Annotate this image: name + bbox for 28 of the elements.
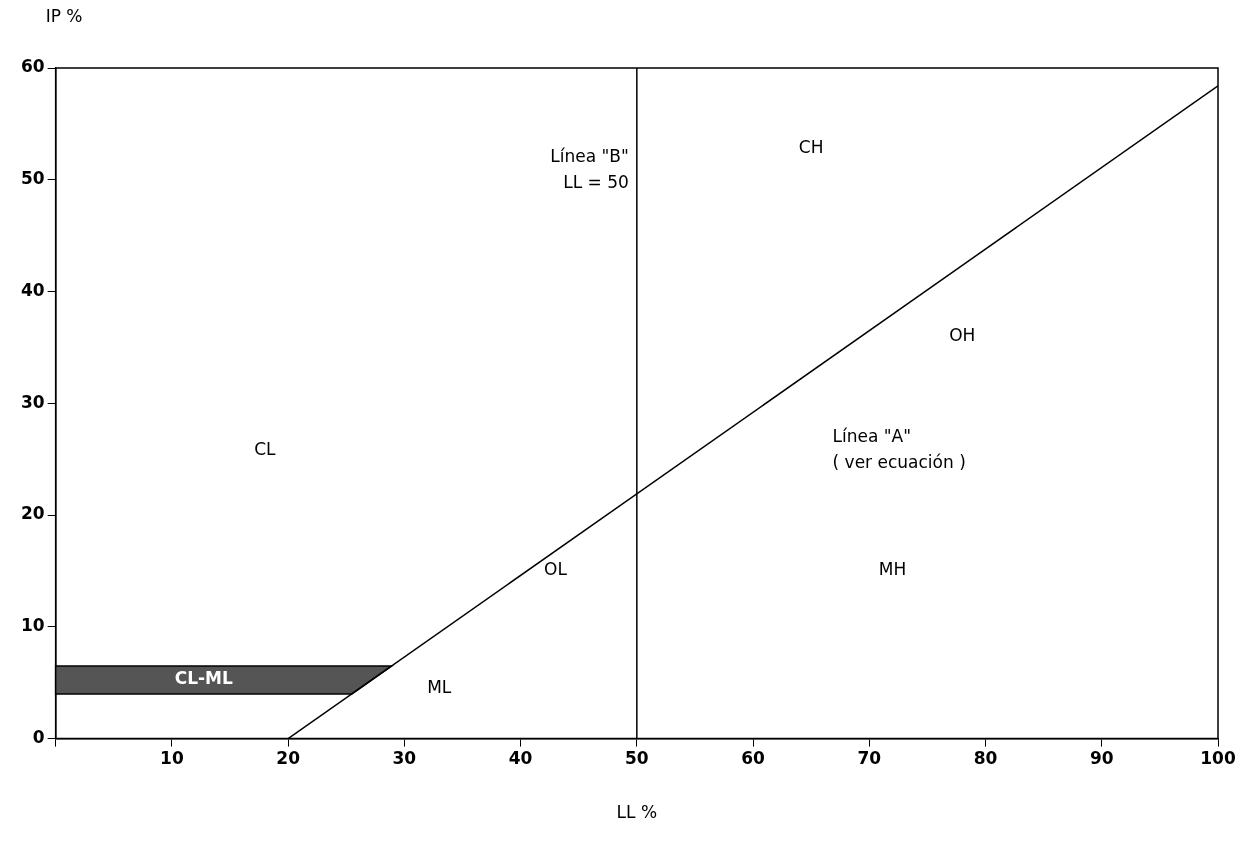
x-tick-label: 30: [392, 748, 417, 769]
x-tick-label: 40: [508, 748, 533, 769]
x-tick-label: 100: [1200, 748, 1236, 769]
y-tick-label: 10: [20, 615, 45, 636]
y-tick-label: 40: [20, 279, 45, 300]
ref-line-label: Línea "B" LL = 50: [550, 146, 629, 193]
y-tick-label: 20: [20, 503, 45, 524]
annotation: Línea "A" ( ver ecuación ): [832, 425, 966, 472]
y-tick-label: 60: [20, 56, 45, 77]
x-tick-label: 70: [857, 748, 882, 769]
annotation: MH: [878, 559, 907, 580]
x-axis-title: LL %: [616, 802, 658, 823]
band-label: CL-ML: [174, 668, 233, 689]
x-tick-label: 90: [1089, 748, 1114, 769]
y-tick-label: 50: [20, 168, 45, 189]
x-tick-label: 50: [624, 748, 649, 769]
annotation: CH: [798, 136, 824, 157]
y-tick-label: 30: [20, 391, 45, 412]
x-tick-label: 10: [160, 748, 184, 769]
annotation: ML: [427, 676, 452, 697]
annotation: OL: [544, 559, 568, 580]
y-tick-label: 0: [32, 727, 45, 748]
y-axis-title: IP %: [45, 6, 83, 27]
x-tick-label: 80: [973, 748, 998, 769]
annotation: CL: [254, 438, 277, 459]
x-tick-label: 60: [741, 748, 766, 769]
x-tick-label: 20: [276, 748, 301, 769]
annotation: OH: [949, 324, 976, 345]
